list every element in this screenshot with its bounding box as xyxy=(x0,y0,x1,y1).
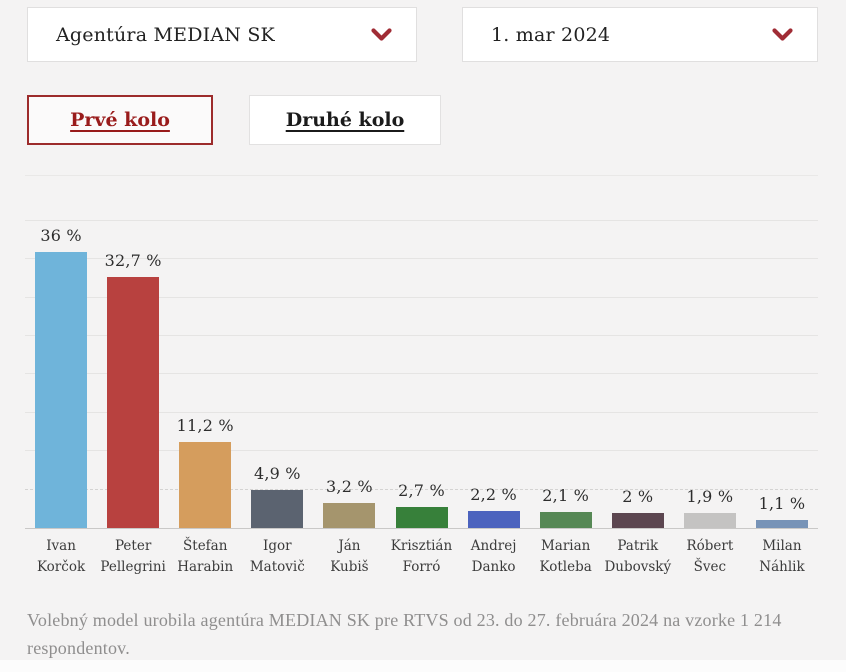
chart-bar[interactable] xyxy=(395,507,448,528)
gridline-10pct xyxy=(25,450,818,452)
bar-value-label: 4,9 % xyxy=(253,464,301,484)
gridline-15pct xyxy=(25,411,818,413)
bar-category-label: Ján Kubiš xyxy=(304,536,394,578)
bar-category-label: Andrej Danko xyxy=(449,536,539,578)
gridline-20pct xyxy=(25,373,818,375)
chart-bar[interactable] xyxy=(251,490,304,528)
bar-category-label: Štefan Harabin xyxy=(160,536,250,578)
candidate-last-name: Pellegrini xyxy=(100,559,166,575)
chart-bar[interactable] xyxy=(611,512,664,528)
candidate-first-name: Milan xyxy=(762,538,802,554)
candidate-last-name: Korčok xyxy=(36,559,86,575)
bar-category-label: Milan Náhlik xyxy=(737,536,827,578)
candidate-first-name: Róbert xyxy=(686,538,734,554)
tab-first-round[interactable]: Prvé kolo xyxy=(27,95,213,145)
bar-category-label: Róbert Švec xyxy=(665,536,755,578)
bar-value-label: 1,9 % xyxy=(686,487,734,507)
candidate-first-name: Ivan xyxy=(46,538,76,554)
gridline-35pct xyxy=(25,258,818,260)
candidate-first-name: Andrej xyxy=(470,538,517,554)
methodology-note: Volebný model urobila agentúra MEDIAN SK… xyxy=(27,610,782,658)
gridline-30pct xyxy=(25,296,818,298)
chart-bar[interactable] xyxy=(539,511,592,528)
bar-value-label: 11,2 % xyxy=(176,416,234,435)
chevron-down-icon xyxy=(772,27,793,41)
poll-bar-chart: 36 % Ivan Korčok 32,7 % Peter Pellegrini 11,2 … xyxy=(25,175,818,575)
agency-select-value: Agentúra MEDIAN SK xyxy=(56,23,275,46)
bar-value-label: 32,7 % xyxy=(104,250,162,270)
candidate-last-name: Kotleba xyxy=(539,559,592,575)
candidate-first-name: Ján xyxy=(338,538,361,554)
tab-second-round[interactable]: Druhé kolo xyxy=(249,95,441,145)
candidate-last-name: Danko xyxy=(471,559,516,575)
bar-category-label: Patrik Dubovský xyxy=(593,536,683,578)
gridline-25pct xyxy=(25,335,818,337)
agency-select[interactable]: Agentúra MEDIAN SK xyxy=(27,7,417,62)
chart-bar[interactable] xyxy=(683,513,736,528)
bar-value-label: 36 % xyxy=(40,225,82,245)
date-select-value: 1. mar 2024 xyxy=(491,23,611,46)
bar-value-label: 2,7 % xyxy=(398,481,445,501)
threshold-line-5pct xyxy=(25,488,818,490)
bar-category-label: Krisztián Forró xyxy=(377,536,467,578)
chart-bar[interactable] xyxy=(179,442,232,528)
bar-category-label: Ivan Korčok xyxy=(16,536,106,578)
candidate-first-name: Igor xyxy=(263,538,292,554)
candidate-last-name: Dubovský xyxy=(604,559,672,575)
chart-bar[interactable] xyxy=(755,519,808,528)
bar-category-label: Igor Matovič xyxy=(232,536,322,578)
chart-bar[interactable] xyxy=(35,251,88,528)
bottom-strip xyxy=(0,660,846,672)
candidate-first-name: Marian xyxy=(540,538,591,554)
bar-value-label: 1,1 % xyxy=(758,493,806,513)
chart-bar[interactable] xyxy=(107,276,160,528)
candidate-first-name: Štefan xyxy=(183,538,228,554)
candidate-first-name: Krisztián xyxy=(390,538,453,554)
candidate-last-name: Forró xyxy=(402,559,441,575)
candidate-last-name: Harabin xyxy=(177,559,234,575)
bar-category-label: Peter Pellegrini xyxy=(88,536,178,578)
bar-value-label: 2 % xyxy=(622,486,654,506)
candidate-last-name: Kubiš xyxy=(330,559,369,575)
bar-value-label: 2,1 % xyxy=(542,485,590,505)
date-select[interactable]: 1. mar 2024 xyxy=(462,7,818,62)
candidate-first-name: Patrik xyxy=(617,538,659,554)
candidate-last-name: Náhlik xyxy=(759,559,805,575)
chart-bar[interactable] xyxy=(323,503,376,528)
candidate-last-name: Matovič xyxy=(249,559,305,575)
chart-bar[interactable] xyxy=(467,511,520,528)
candidate-first-name: Peter xyxy=(114,538,152,554)
bar-value-label: 3,2 % xyxy=(326,477,373,497)
candidate-last-name: Švec xyxy=(693,559,727,575)
gridline-40pct xyxy=(25,219,818,221)
bar-category-label: Marian Kotleba xyxy=(521,536,611,578)
bar-value-label: 2,2 % xyxy=(470,485,517,505)
chevron-down-icon xyxy=(371,27,392,41)
